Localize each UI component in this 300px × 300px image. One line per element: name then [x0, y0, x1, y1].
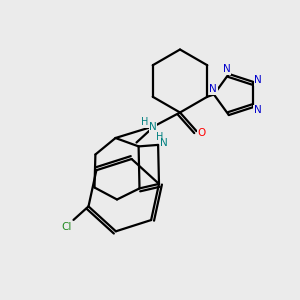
- Text: O: O: [198, 128, 206, 138]
- Text: N: N: [254, 75, 262, 85]
- Text: Cl: Cl: [62, 221, 72, 232]
- Text: N: N: [149, 122, 157, 133]
- Text: H: H: [141, 117, 148, 128]
- Text: N: N: [254, 105, 261, 115]
- Text: N: N: [223, 64, 230, 74]
- Text: N: N: [160, 138, 168, 148]
- Text: N: N: [209, 84, 217, 94]
- Text: H: H: [156, 131, 163, 142]
